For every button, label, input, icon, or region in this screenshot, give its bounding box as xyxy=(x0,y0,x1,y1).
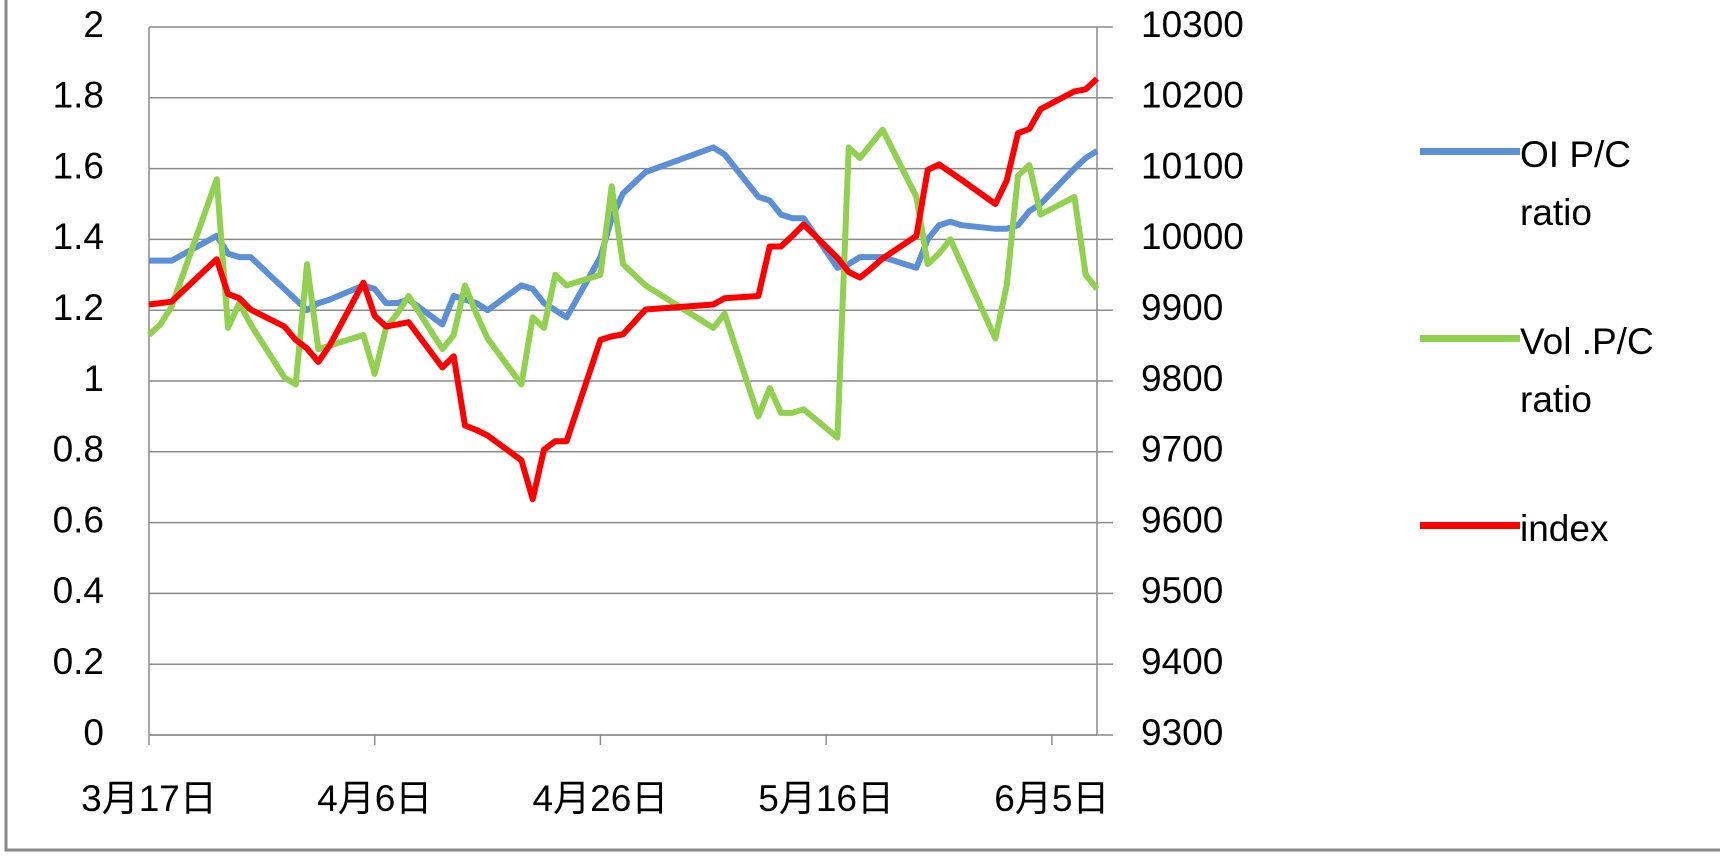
y2-tick-label: 10300 xyxy=(1141,4,1244,45)
legend-swatch xyxy=(1420,148,1520,155)
series-line xyxy=(148,76,1100,503)
legend-item: Vol .P/C ratio xyxy=(1420,313,1720,429)
y-tick-label: 0.4 xyxy=(53,570,104,611)
y2-tick-label: 9400 xyxy=(1141,641,1223,682)
x-tick-label: 5月16日 xyxy=(758,778,894,819)
x-tick-label: 6月5日 xyxy=(994,778,1109,819)
y-tick-label: 2 xyxy=(83,4,104,45)
y-tick-label: 0.6 xyxy=(53,499,104,540)
x-tick-label: 3月17日 xyxy=(81,778,217,819)
legend-item: OI P/C ratio xyxy=(1420,126,1720,242)
y2-tick-label: 9300 xyxy=(1141,712,1223,753)
y-tick-label: 1 xyxy=(83,358,104,399)
series-line xyxy=(146,126,1100,441)
y2-tick-label: 10000 xyxy=(1141,216,1244,257)
y2-tick-label: 9800 xyxy=(1141,358,1223,399)
y2-tick-label: 10200 xyxy=(1141,75,1244,116)
legend-swatch xyxy=(1420,335,1520,342)
y-tick-label: 0 xyxy=(83,712,104,753)
y-tick-label: 1.8 xyxy=(53,75,104,116)
y2-tick-label: 9500 xyxy=(1141,570,1223,611)
y2-tick-label: 10100 xyxy=(1141,145,1244,186)
x-tick-label: 4月26日 xyxy=(533,778,669,819)
legend-label: index xyxy=(1520,508,1609,549)
legend-item: index xyxy=(1420,500,1720,558)
y-tick-label: 0.2 xyxy=(53,641,104,682)
legend-label: Vol .P/C ratio xyxy=(1520,321,1654,420)
y-tick-label: 1.4 xyxy=(53,216,104,257)
y-tick-label: 0.8 xyxy=(53,429,104,470)
y2-tick-label: 9600 xyxy=(1141,499,1223,540)
y2-tick-label: 9900 xyxy=(1141,287,1223,328)
y-tick-label: 1.6 xyxy=(53,145,104,186)
y-tick-label: 1.2 xyxy=(53,287,104,328)
x-tick-label: 4月6日 xyxy=(317,778,432,819)
legend-swatch xyxy=(1420,522,1520,529)
y2-tick-label: 9700 xyxy=(1141,429,1223,470)
legend-label: OI P/C ratio xyxy=(1520,134,1632,233)
frame xyxy=(4,0,1720,852)
